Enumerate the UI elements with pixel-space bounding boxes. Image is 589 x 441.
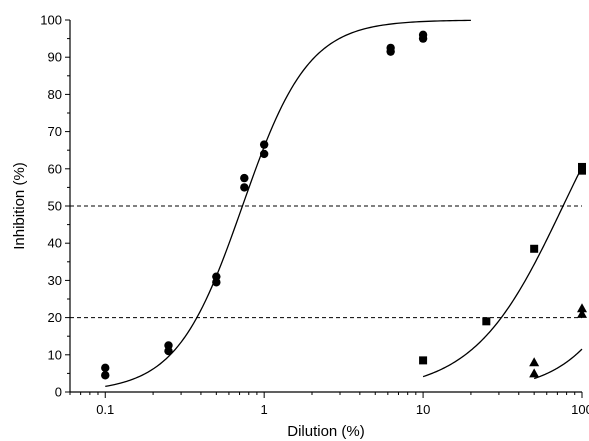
y-tick-label: 100 bbox=[40, 13, 62, 28]
data-point-circle bbox=[259, 140, 269, 149]
y-tick-label: 50 bbox=[48, 199, 62, 214]
fit-curve-square bbox=[422, 166, 583, 378]
x-tick-label: 100 bbox=[571, 402, 589, 417]
x-axis-title: Dilution (%) bbox=[287, 423, 365, 440]
data-point-circle bbox=[418, 30, 428, 40]
data-point-circle bbox=[259, 149, 269, 159]
data-points bbox=[101, 30, 587, 380]
fit-curves bbox=[105, 19, 583, 388]
reference-lines bbox=[70, 205, 582, 319]
data-point-circle bbox=[240, 173, 249, 183]
data-point-square bbox=[578, 162, 586, 171]
data-point-square bbox=[530, 244, 539, 253]
y-axis-title: Inhibition (%) bbox=[11, 162, 28, 250]
axes: 0 10 20 30 40 50 60 70 80 90 100 0.1 1 10 100 bbox=[40, 13, 589, 418]
fit-curve-triangle bbox=[533, 348, 583, 380]
data-point-triangle bbox=[529, 368, 540, 378]
data-point-triangle bbox=[577, 303, 587, 313]
y-tick-label: 40 bbox=[48, 236, 62, 251]
x-tick-label: 10 bbox=[416, 402, 430, 417]
data-point-square bbox=[419, 356, 428, 365]
y-tick-label: 20 bbox=[48, 310, 62, 325]
data-point-circle bbox=[240, 183, 249, 192]
data-point-square bbox=[482, 317, 491, 326]
y-tick-label: 90 bbox=[48, 50, 62, 65]
fit-curve-circle bbox=[105, 19, 471, 388]
data-point-circle bbox=[386, 43, 395, 53]
y-tick-label: 60 bbox=[48, 161, 62, 176]
data-point-circle bbox=[164, 341, 173, 350]
x-tick-label: 0.1 bbox=[96, 402, 114, 417]
y-tick-label: 80 bbox=[48, 87, 62, 102]
data-point-circle bbox=[212, 272, 221, 281]
data-point-triangle bbox=[529, 357, 540, 367]
y-tick-label: 30 bbox=[48, 273, 62, 288]
y-tick-label: 0 bbox=[55, 385, 62, 400]
x-tick-label: 1 bbox=[261, 402, 268, 417]
y-tick-label: 10 bbox=[48, 347, 62, 362]
y-tick-label: 70 bbox=[48, 124, 62, 139]
data-point-circle bbox=[101, 363, 110, 373]
data-point-triangle bbox=[577, 308, 587, 318]
data-point-circle bbox=[101, 371, 110, 380]
